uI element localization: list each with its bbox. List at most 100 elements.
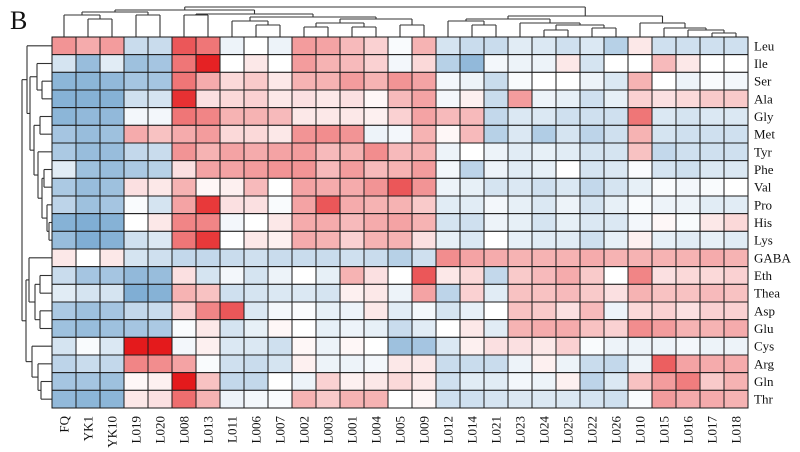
- column-label: L003: [321, 416, 336, 443]
- heatmap-cell: [435, 230, 461, 250]
- heatmap-cell: [627, 177, 653, 197]
- heatmap-cell: [339, 195, 365, 215]
- heatmap-cell: [579, 36, 605, 56]
- heatmap-cell: [363, 336, 389, 356]
- heatmap-cell: [99, 54, 125, 73]
- heatmap-cell: [171, 124, 197, 144]
- heatmap-cell: [411, 54, 437, 73]
- heatmap-cell: [627, 283, 653, 303]
- heatmap-cell: [195, 336, 221, 356]
- heatmap-cell: [483, 142, 509, 162]
- heatmap-cell: [195, 283, 221, 303]
- heatmap-cell: [555, 389, 581, 409]
- heatmap-cell: [555, 54, 581, 73]
- heatmap-cell: [75, 389, 101, 409]
- heatmap-cell: [339, 354, 365, 374]
- heatmap-cell: [723, 54, 749, 73]
- heatmap-cell: [243, 248, 269, 268]
- heatmap-cell: [219, 354, 245, 374]
- heatmap-cell: [507, 71, 533, 91]
- heatmap-cell: [435, 107, 461, 126]
- heatmap-cell: [459, 195, 485, 215]
- heatmap-cell: [579, 89, 605, 109]
- heatmap-cell: [363, 36, 389, 56]
- heatmap-cell: [363, 230, 389, 250]
- heatmap-cell: [411, 354, 437, 374]
- heatmap-cell: [147, 213, 173, 232]
- heatmap-cell: [147, 389, 173, 409]
- heatmap-cell: [195, 142, 221, 162]
- heatmap-cell: [363, 54, 389, 73]
- heatmap-cell: [555, 71, 581, 91]
- heatmap-cell: [651, 336, 677, 356]
- heatmap-cell: [339, 36, 365, 56]
- heatmap-cell: [147, 336, 173, 356]
- heatmap-cell: [483, 354, 509, 374]
- heatmap-cell: [51, 266, 77, 285]
- heatmap-cell: [411, 230, 437, 250]
- heatmap-cell: [291, 89, 317, 109]
- heatmap-cell: [435, 319, 461, 338]
- heatmap-cell: [435, 336, 461, 356]
- heatmap-cell: [171, 389, 197, 409]
- heatmap-cell: [315, 71, 341, 91]
- heatmap-cell: [699, 213, 725, 232]
- heatmap-cell: [363, 71, 389, 91]
- column-label: L012: [441, 416, 456, 443]
- heatmap-cell: [51, 195, 77, 215]
- heatmap-cell: [267, 107, 293, 126]
- heatmap-cell: [171, 36, 197, 56]
- heatmap-cell: [507, 107, 533, 126]
- heatmap-cell: [627, 89, 653, 109]
- heatmap-cell: [435, 54, 461, 73]
- heatmap-cell: [243, 283, 269, 303]
- heatmap-cell: [603, 354, 629, 374]
- heatmap-cell: [675, 124, 701, 144]
- heatmap-cell: [579, 107, 605, 126]
- heatmap-cell: [243, 336, 269, 356]
- heatmap-cell: [723, 248, 749, 268]
- heatmap-cell: [51, 354, 77, 374]
- heatmap-cell: [603, 283, 629, 303]
- heatmap-cell: [651, 372, 677, 391]
- row-label: Thr: [754, 392, 773, 407]
- heatmap-cell: [123, 36, 149, 56]
- heatmap-cell: [579, 248, 605, 268]
- heatmap-cell: [555, 213, 581, 232]
- heatmap-cell: [171, 213, 197, 232]
- heatmap-cell: [555, 248, 581, 268]
- heatmap-cell: [147, 266, 173, 285]
- heatmap-cell: [147, 107, 173, 126]
- heatmap-cell: [579, 301, 605, 321]
- heatmap-cell: [147, 372, 173, 391]
- heatmap-cell: [387, 195, 413, 215]
- heatmap-cell: [411, 71, 437, 91]
- heatmap-cell: [675, 248, 701, 268]
- heatmap-cell: [483, 372, 509, 391]
- heatmap-cell: [459, 248, 485, 268]
- heatmap-cell: [267, 177, 293, 197]
- heatmap-cell: [579, 54, 605, 73]
- heatmap-cell: [315, 89, 341, 109]
- heatmap-cell: [531, 319, 557, 338]
- heatmap-cell: [363, 195, 389, 215]
- heatmap-cell: [411, 372, 437, 391]
- heatmap-cell: [579, 230, 605, 250]
- heatmap-cell: [219, 372, 245, 391]
- heatmap-cell: [507, 389, 533, 409]
- heatmap-cell: [75, 177, 101, 197]
- heatmap-cell: [627, 213, 653, 232]
- heatmap-cell: [267, 71, 293, 91]
- heatmap-cell: [723, 354, 749, 374]
- heatmap-cell: [147, 71, 173, 91]
- heatmap-cell: [291, 354, 317, 374]
- heatmap-cell: [675, 319, 701, 338]
- heatmap-cell: [219, 283, 245, 303]
- heatmap-cell: [315, 124, 341, 144]
- heatmap-cell: [51, 319, 77, 338]
- heatmap-cell: [291, 389, 317, 409]
- heatmap-cell: [51, 142, 77, 162]
- heatmap-cell: [75, 319, 101, 338]
- heatmap-cell: [627, 301, 653, 321]
- heatmap-cell: [411, 301, 437, 321]
